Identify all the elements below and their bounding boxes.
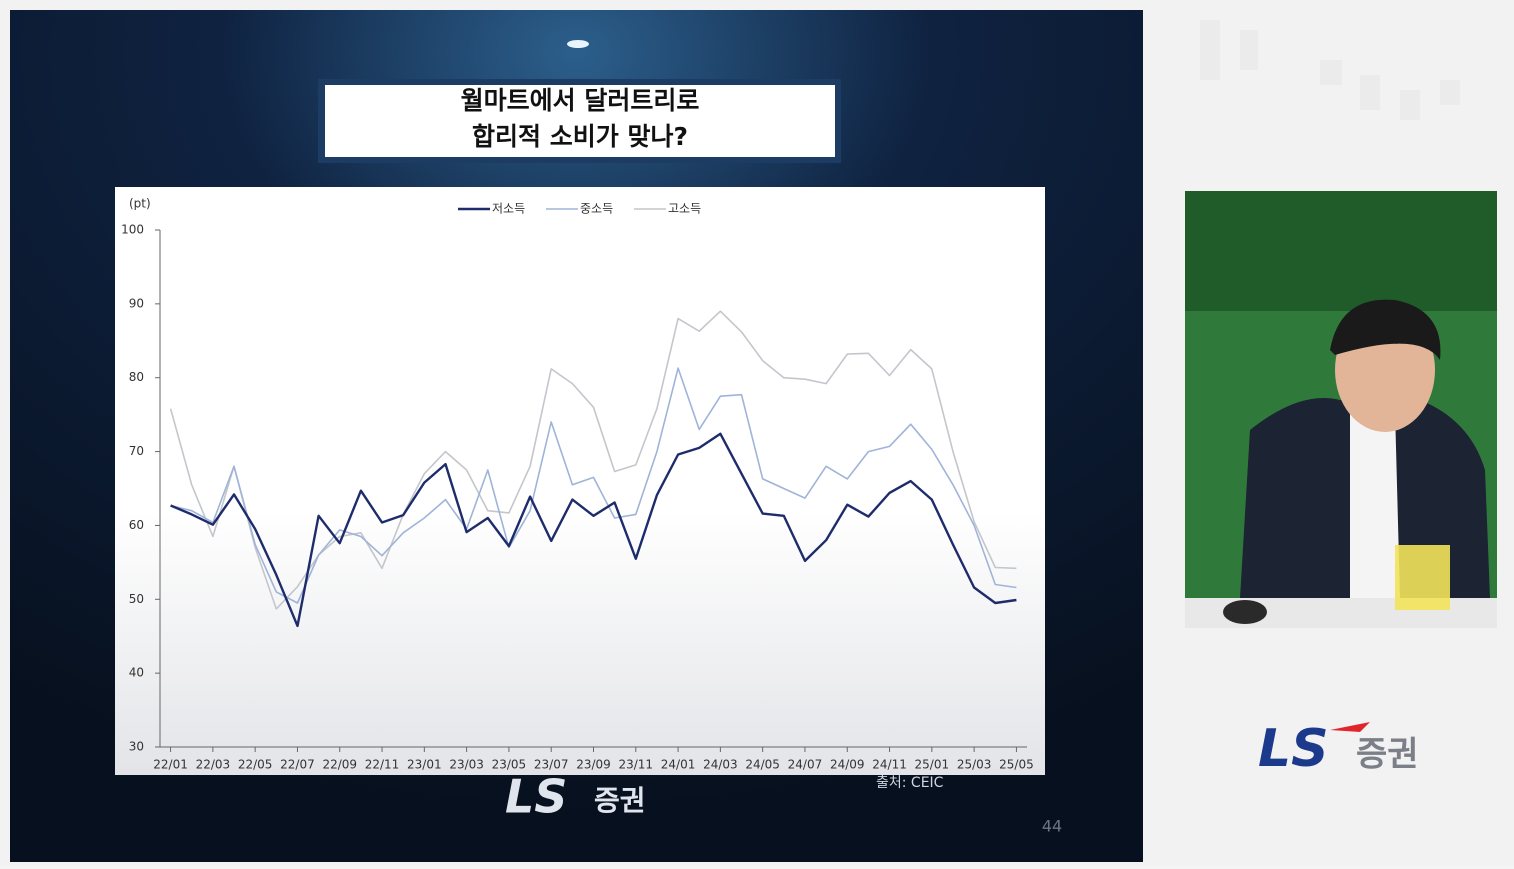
x-tick-label: 24/09 — [830, 758, 865, 772]
x-tick-label: 22/05 — [238, 758, 273, 772]
y-tick-label: 90 — [129, 296, 144, 310]
x-tick-label: 24/07 — [788, 758, 823, 772]
x-tick-label: 25/01 — [915, 758, 950, 772]
plot: 30 40 50 60 70 80 90 100 22/01 22/03 22/05 22/07 22/… — [121, 223, 1034, 772]
x-tick-label: 22/01 — [153, 758, 188, 772]
x-tick-label: 22/07 — [280, 758, 315, 772]
logo-accent — [1330, 722, 1370, 732]
y-tick-label: 60 — [129, 518, 144, 532]
chart-area — [115, 187, 1045, 775]
y-tick-label: 40 — [129, 666, 144, 680]
series-line — [170, 432, 1017, 628]
slide-title: 합리적 소비가 맞나? — [472, 122, 688, 151]
y-tick-label: 70 — [129, 444, 144, 458]
logo-mark: LS — [505, 770, 567, 824]
sidebar-logo-mark: LS — [1258, 719, 1329, 779]
x-tick-label: 25/03 — [957, 758, 992, 772]
series-line — [170, 367, 1017, 604]
x-tick-label: 24/05 — [745, 758, 780, 772]
y-tick-label: 50 — [129, 592, 144, 606]
x-tick-label: 24/03 — [703, 758, 738, 772]
x-tick-label: 22/03 — [196, 758, 231, 772]
x-tick-label: 23/09 — [576, 758, 611, 772]
x-tick-label: 23/03 — [449, 758, 484, 772]
legend-label: 저소득 — [492, 202, 525, 216]
page-number: 44 — [1042, 817, 1062, 836]
y-tick-label: 100 — [121, 223, 144, 237]
sidebar-logo-text: 증권 — [1356, 735, 1419, 775]
y-tick-label: 30 — [129, 740, 144, 754]
y-axis-label: (pt) — [129, 197, 151, 211]
title-box — [325, 85, 835, 157]
candle-decor — [1200, 20, 1460, 120]
x-tick-label: 24/11 — [872, 758, 907, 772]
series-line — [169, 310, 1017, 610]
x-tick-label: 22/11 — [365, 758, 400, 772]
legend-label: 중소득 — [580, 202, 613, 216]
x-tick-label: 23/01 — [407, 758, 442, 772]
x-tick-label: 23/05 — [492, 758, 527, 772]
x-tick-label: 23/11 — [618, 758, 653, 772]
logo-text: 증권 — [594, 784, 646, 817]
x-tick-label: 22/09 — [322, 758, 357, 772]
video-feed — [1185, 191, 1497, 628]
legend-label: 고소득 — [668, 202, 701, 216]
spotlight — [567, 40, 589, 48]
legend: 저소득 중소득 고소득 — [458, 202, 701, 216]
source: 출처: CEIC — [876, 775, 944, 791]
x-tick-label: 24/01 — [661, 758, 696, 772]
slide-title: 월마트에서 달러트리로 — [461, 86, 700, 115]
x-tick-label: 23/07 — [534, 758, 569, 772]
y-tick-label: 80 — [129, 370, 144, 384]
x-tick-label: 25/05 — [999, 758, 1034, 772]
